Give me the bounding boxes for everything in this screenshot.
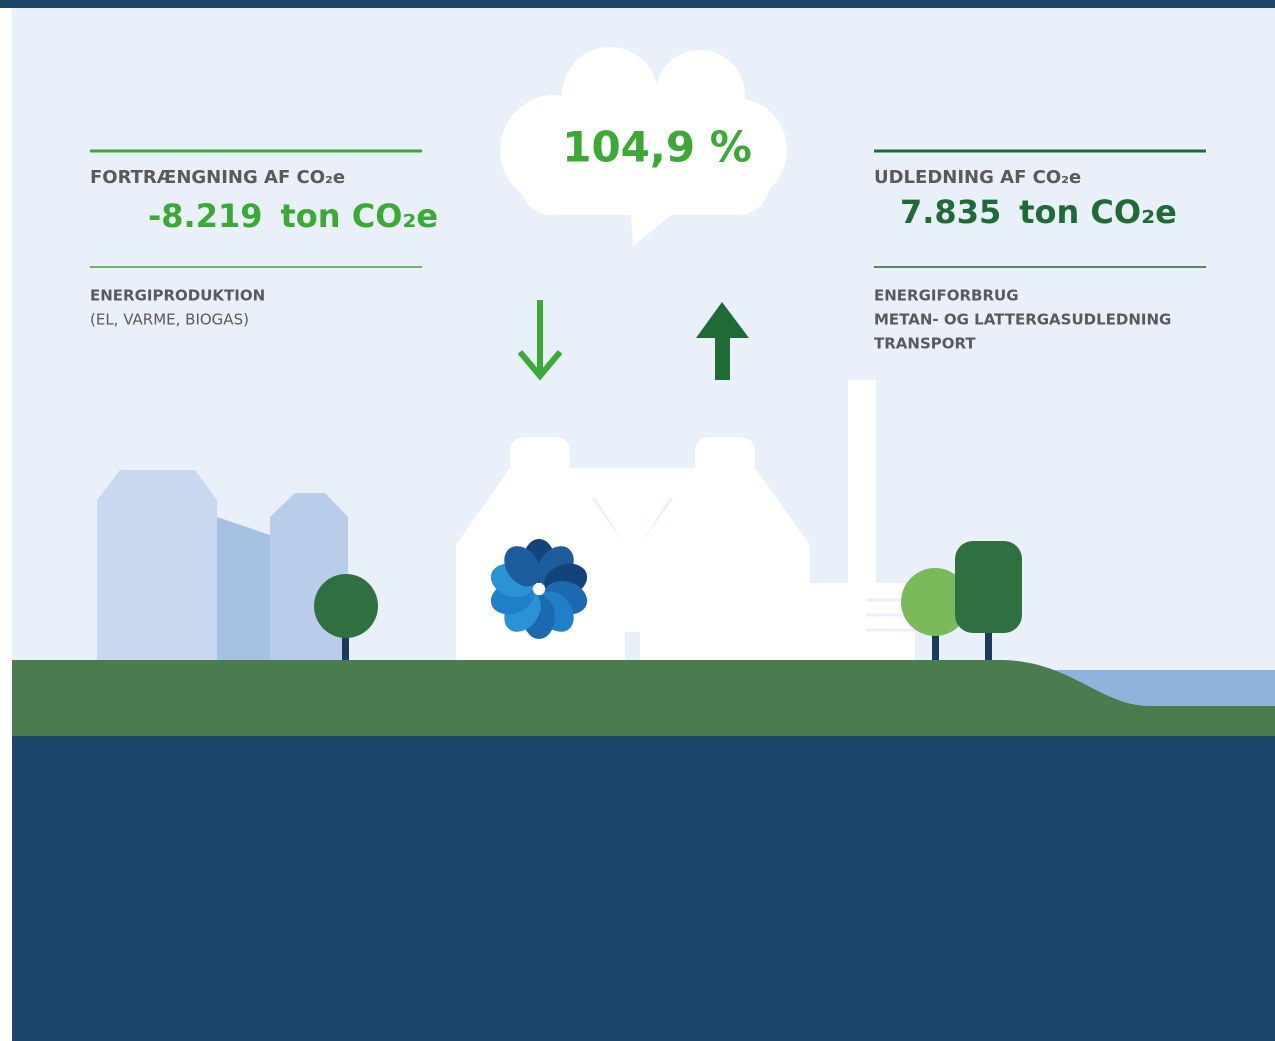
right-value: 7.835 — [900, 193, 1001, 231]
top-bar — [0, 0, 1275, 8]
left-heading: FORTRÆNGNING AF CO₂e — [90, 167, 345, 188]
logo — [490, 539, 588, 639]
ratio: 104,9 % — [562, 123, 752, 172]
tree — [314, 574, 378, 638]
ground — [12, 660, 1275, 736]
arrow-down — [517, 300, 563, 381]
silo — [97, 470, 217, 660]
right-source: METAN- OG LATTERGASUDLEDNING — [874, 311, 1171, 329]
right-figure: 7.835 ton CO₂e — [900, 193, 1177, 231]
right-source: TRANSPORT — [874, 335, 976, 353]
right-unit: ton CO₂e — [1019, 193, 1177, 231]
left-value: -8.219 — [148, 197, 263, 235]
right-heading: UDLEDNING AF CO₂e — [874, 167, 1081, 188]
arrow-up — [696, 302, 749, 380]
left-unit: ton CO₂e — [281, 197, 439, 235]
right-source: ENERGIFORBRUG — [874, 287, 1019, 305]
factory — [456, 380, 915, 660]
left-source: (EL, VARME, BIOGAS) — [90, 311, 249, 329]
tree-trunk — [985, 625, 992, 663]
bottom-panel — [12, 736, 1275, 1041]
tree-trunk — [932, 625, 939, 663]
tree-trunk — [342, 625, 349, 663]
cloud — [500, 47, 787, 246]
left-figure: -8.219 ton CO₂e — [148, 197, 438, 235]
silo — [217, 517, 270, 660]
tree — [955, 541, 1022, 633]
left-source: ENERGIPRODUKTION — [90, 287, 265, 305]
tree — [901, 568, 969, 636]
